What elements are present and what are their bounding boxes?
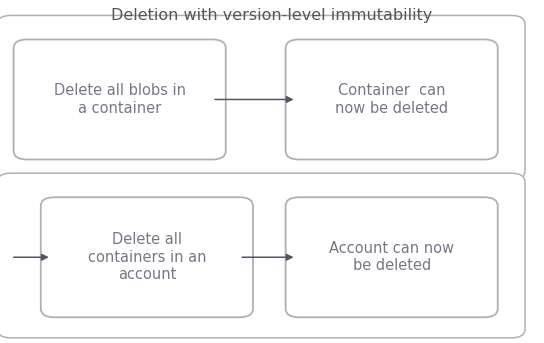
FancyBboxPatch shape xyxy=(286,39,498,159)
FancyBboxPatch shape xyxy=(0,173,525,338)
Text: Account can now
be deleted: Account can now be deleted xyxy=(329,241,454,273)
FancyBboxPatch shape xyxy=(14,39,226,159)
Text: Delete all blobs in
a container: Delete all blobs in a container xyxy=(54,83,186,116)
FancyBboxPatch shape xyxy=(286,197,498,317)
FancyBboxPatch shape xyxy=(0,15,525,180)
FancyBboxPatch shape xyxy=(41,197,253,317)
Text: Deletion with version-level immutability: Deletion with version-level immutability xyxy=(112,8,432,23)
Text: Delete all
containers in an
account: Delete all containers in an account xyxy=(88,232,206,282)
Text: Container  can
now be deleted: Container can now be deleted xyxy=(335,83,448,116)
